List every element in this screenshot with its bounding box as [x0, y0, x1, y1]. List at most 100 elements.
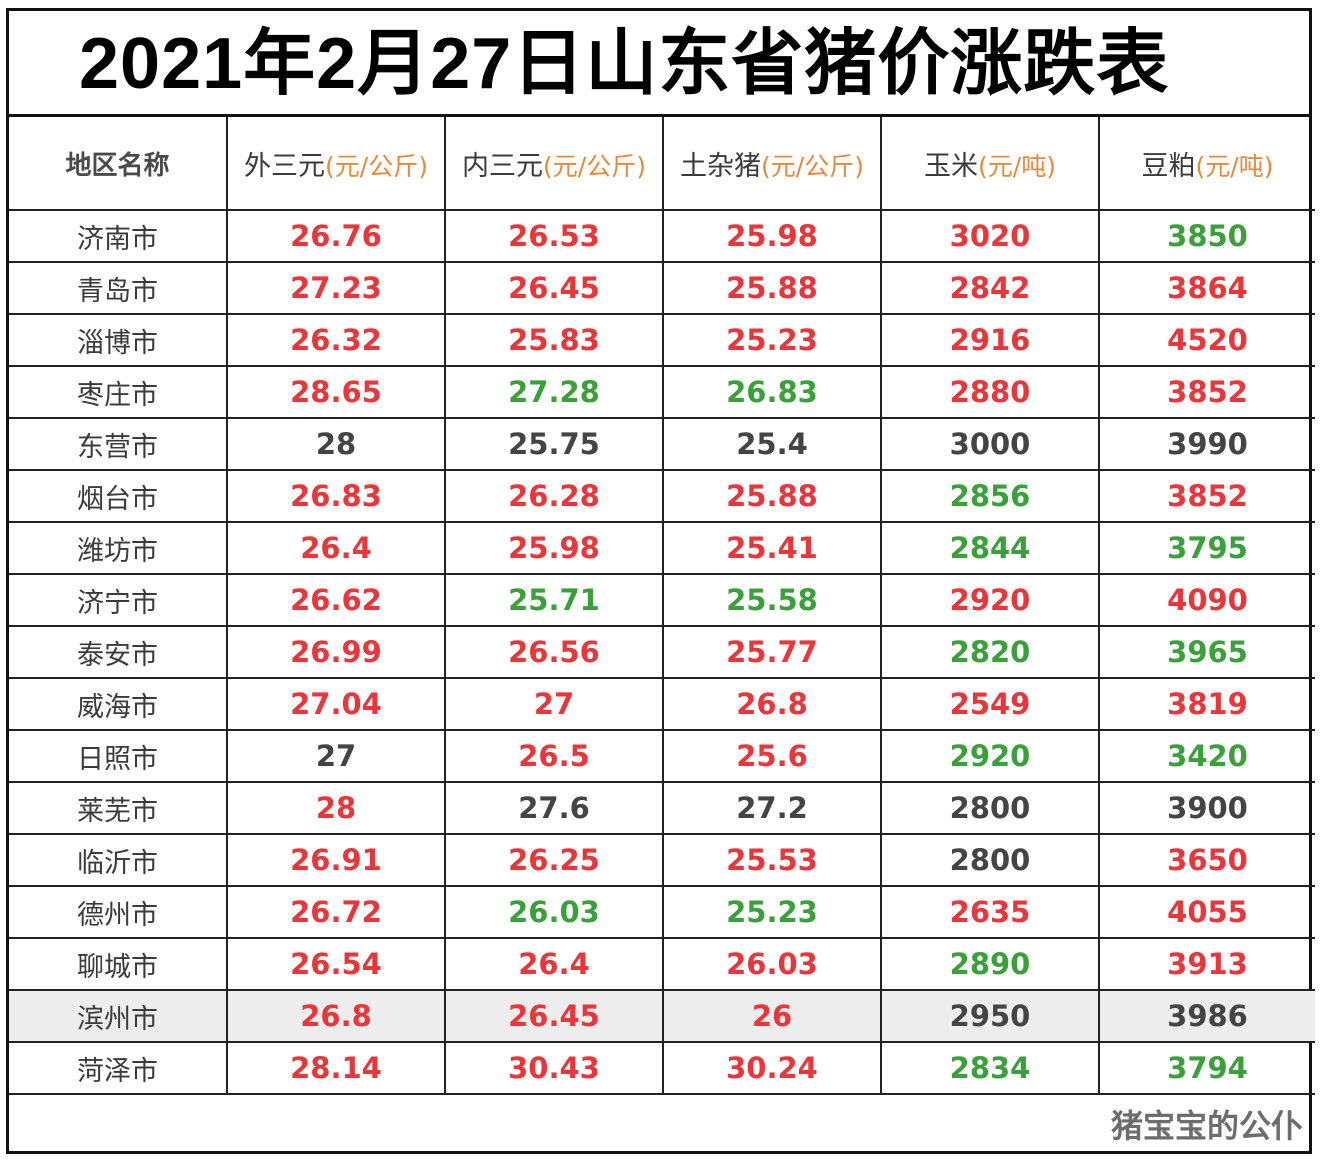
region-cell: 泰安市: [9, 625, 228, 679]
price-cell: 30.24: [662, 1041, 882, 1095]
price-cell: 28.14: [226, 1041, 446, 1095]
column-header-unit: (元/公斤): [325, 151, 428, 181]
price-cell: 26.99: [226, 625, 446, 679]
table-row: 日照市 27 26.5 25.6 2920 3420: [9, 729, 1315, 783]
price-cell: 27.04: [226, 677, 446, 731]
price-cell: 2800: [880, 781, 1100, 835]
price-cell: 25.4: [662, 417, 882, 471]
column-header-label: 地区名称: [65, 150, 170, 181]
price-cell: 2920: [880, 729, 1100, 783]
price-cell: 2950: [880, 989, 1100, 1043]
price-cell: 28: [226, 417, 446, 471]
region-cell: 济南市: [9, 209, 228, 263]
header-row: 地区名称 外三元(元/公斤) 内三元(元/公斤) 土杂猪(元/公斤) 玉米(元/…: [9, 117, 1315, 211]
price-cell: 3900: [1098, 781, 1315, 835]
price-cell: 27.28: [444, 365, 664, 419]
price-cell: 2635: [880, 885, 1100, 939]
price-cell: 25.77: [662, 625, 882, 679]
price-cell: 2834: [880, 1041, 1100, 1095]
price-cell: 4090: [1098, 573, 1315, 627]
price-cell: 3650: [1098, 833, 1315, 887]
table-row: 烟台市 26.83 26.28 25.88 2856 3852: [9, 469, 1315, 523]
price-cell: 2916: [880, 313, 1100, 367]
price-cell: 26.45: [444, 989, 664, 1043]
column-header-label: 内三元: [462, 150, 544, 182]
region-cell: 淄博市: [9, 313, 228, 367]
price-cell: 2880: [880, 365, 1100, 419]
column-header-tuzazhu: 土杂猪(元/公斤): [662, 117, 882, 211]
price-cell: 26.76: [226, 209, 446, 263]
price-cell: 26.83: [662, 365, 882, 419]
table-row: 威海市 27.04 27 26.8 2549 3819: [9, 677, 1315, 731]
column-header-unit: (元/吨): [978, 151, 1056, 181]
column-header-neisanyuan: 内三元(元/公斤): [444, 117, 664, 211]
price-cell: 3965: [1098, 625, 1315, 679]
price-cell: 4055: [1098, 885, 1315, 939]
price-cell: 25.53: [662, 833, 882, 887]
region-cell: 德州市: [9, 885, 228, 939]
price-cell: 26.56: [444, 625, 664, 679]
column-header-unit: (元/吨): [1195, 151, 1274, 181]
price-cell: 30.43: [444, 1041, 664, 1095]
price-cell: 26.91: [226, 833, 446, 887]
region-cell: 日照市: [9, 729, 228, 783]
price-cell: 26.8: [226, 989, 446, 1043]
brand-watermark: 猪宝宝的公仆: [1110, 1107, 1303, 1145]
price-cell: 27: [226, 729, 446, 783]
price-cell: 3864: [1098, 261, 1315, 315]
price-cell: 27.2: [662, 781, 882, 835]
table-row: 青岛市 27.23 26.45 25.88 2842 3864: [9, 261, 1315, 315]
table-row: 潍坊市 26.4 25.98 25.41 2844 3795: [9, 521, 1315, 575]
price-cell: 27: [444, 677, 664, 731]
price-cell: 26.83: [226, 469, 446, 523]
price-cell: 2920: [880, 573, 1100, 627]
price-cell: 3852: [1098, 365, 1315, 419]
price-cell: 26.4: [444, 937, 664, 991]
price-table: 地区名称 外三元(元/公斤) 内三元(元/公斤) 土杂猪(元/公斤) 玉米(元/…: [9, 117, 1315, 1095]
price-cell: 26.28: [444, 469, 664, 523]
price-cell: 25.71: [444, 573, 664, 627]
price-cell: 28: [226, 781, 446, 835]
table-row: 莱芜市 28 27.6 27.2 2800 3900: [9, 781, 1315, 835]
price-cell: 26: [662, 989, 882, 1043]
table-body: 济南市 26.76 26.53 25.98 3020 3850 青岛市 27.23 26.45 2…: [9, 209, 1315, 1095]
price-cell: 27.6: [444, 781, 664, 835]
price-cell: 26.53: [444, 209, 664, 263]
price-cell: 26.62: [226, 573, 446, 627]
table-row: 枣庄市 28.65 27.28 26.83 2880 3852: [9, 365, 1315, 419]
price-cell: 26.54: [226, 937, 446, 991]
region-cell: 青岛市: [9, 261, 228, 315]
table-row: 济宁市 26.62 25.71 25.58 2920 4090: [9, 573, 1315, 627]
region-cell: 菏泽市: [9, 1041, 228, 1095]
price-cell: 26.25: [444, 833, 664, 887]
column-header-unit: (元/公斤): [543, 151, 646, 181]
price-cell: 3852: [1098, 469, 1315, 523]
region-cell: 东营市: [9, 417, 228, 471]
price-cell: 25.6: [662, 729, 882, 783]
price-cell: 25.75: [444, 417, 664, 471]
table-row: 滨州市 26.8 26.45 26 2950 3986: [9, 989, 1315, 1043]
price-cell: 25.41: [662, 521, 882, 575]
table-row: 菏泽市 28.14 30.43 30.24 2834 3794: [9, 1041, 1315, 1095]
region-cell: 聊城市: [9, 937, 228, 991]
region-cell: 莱芜市: [9, 781, 228, 835]
page-title: 2021年2月27日山东省猪价涨跌表: [9, 11, 1309, 117]
price-cell: 2549: [880, 677, 1100, 731]
price-cell: 25.23: [662, 313, 882, 367]
footer: 猪宝宝的公仆: [9, 1097, 1309, 1151]
column-header-region: 地区名称: [9, 117, 228, 211]
column-header-waisanyuan: 外三元(元/公斤): [226, 117, 446, 211]
price-cell: 26.5: [444, 729, 664, 783]
price-sheet: 2021年2月27日山东省猪价涨跌表 地区名称 外三元(元/公斤) 内三元(元/…: [6, 8, 1315, 1154]
price-cell: 2844: [880, 521, 1100, 575]
table-row: 济南市 26.76 26.53 25.98 3020 3850: [9, 209, 1315, 263]
price-cell: 3020: [880, 209, 1100, 263]
price-cell: 3986: [1098, 989, 1315, 1043]
price-cell: 25.98: [444, 521, 664, 575]
price-cell: 25.88: [662, 261, 882, 315]
column-header-label: 豆粕: [1141, 150, 1196, 182]
region-cell: 滨州市: [9, 989, 228, 1043]
price-cell: 26.8: [662, 677, 882, 731]
price-cell: 25.83: [444, 313, 664, 367]
table-row: 淄博市 26.32 25.83 25.23 2916 4520: [9, 313, 1315, 367]
